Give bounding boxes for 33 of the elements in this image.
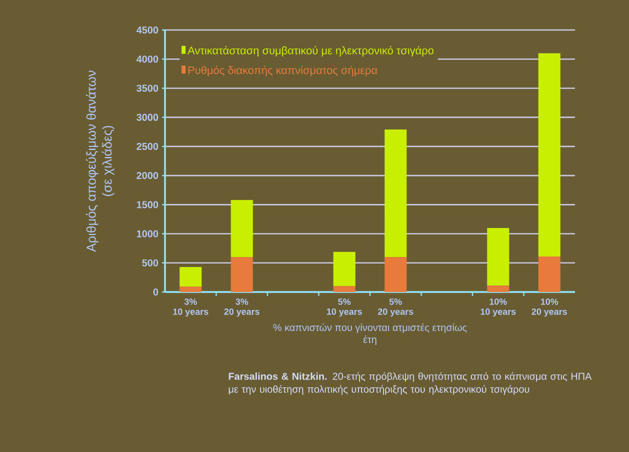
x-tick-label: 5% 10 years: [326, 298, 362, 317]
text: Farsalinos & Nitzkin. 20-ετής πρόβλεψη θνητότητας από το κάπνισμα στις ΗΠΑ με την υιοθέτηση πολιτικής υποστήριξης του ηλεκτρονικού τσιγάρου: [228, 372, 592, 395]
y-tick-label: 3500: [136, 84, 158, 92]
y-tick-label: 3000: [136, 114, 158, 121]
x-tick-label: 10% 20 years: [532, 298, 567, 317]
y-tick-label: 1000: [136, 230, 158, 238]
x-tick-label: 3% 10 years: [173, 298, 208, 317]
y-tick-label: 4500: [136, 26, 158, 34]
bar: [180, 286, 202, 292]
y-tick-label: 0: [153, 288, 158, 296]
legend-label: Ρυθμός διακοπής καπνίσματος σήμερα: [188, 66, 378, 76]
y-tick-label: 4000: [136, 56, 158, 63]
x-tick-label: 10% 10 years: [480, 298, 516, 317]
bar: [538, 53, 560, 256]
bar: [538, 256, 560, 292]
y-tick-label: 2000: [136, 172, 158, 180]
bar: [180, 266, 202, 287]
bar: [487, 286, 510, 292]
bar: [230, 257, 253, 292]
bar: [384, 257, 407, 292]
bar: [230, 200, 253, 258]
legend-label: Αντικατάσταση συμβατικού με ηλεκτρονικό τσιγάρο: [188, 46, 434, 57]
y-tick-label: 1500: [136, 201, 158, 208]
bar: [487, 228, 510, 286]
x-tick-label: 5% 20 years: [378, 298, 414, 317]
x-axis-title: % καπνιστών που γίνονται ατμιστές ετησίως έτη: [273, 323, 467, 345]
y-tick-label: 2500: [136, 142, 158, 150]
bar: [333, 252, 356, 286]
bar: [333, 286, 356, 292]
y-axis-title: Αριθμός αποφεύξιμων θανάτων (σε χιλιάδες): [86, 70, 114, 252]
x-tick-label: 3% 20 years: [224, 298, 260, 317]
bar: [384, 130, 407, 258]
y-tick-label: 500: [142, 259, 158, 266]
